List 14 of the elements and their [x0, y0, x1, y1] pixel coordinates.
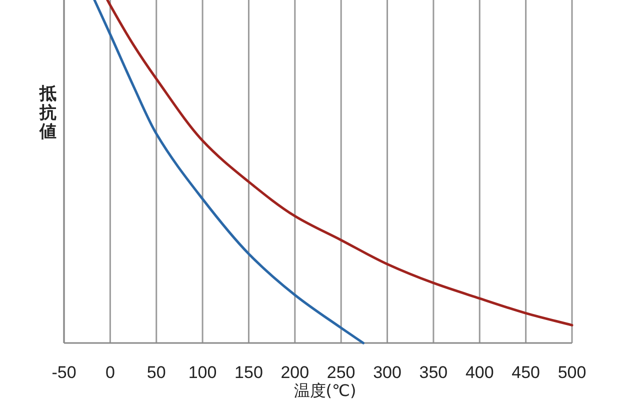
x-tick-label: 500 — [558, 363, 586, 382]
x-tick-label: 300 — [373, 363, 402, 382]
x-tick-label: 100 — [188, 363, 217, 382]
x-tick-label: 50 — [146, 363, 166, 382]
x-tick-label: -50 — [52, 363, 76, 382]
x-axis-title: 温度(℃) — [294, 381, 356, 400]
x-tick-label: 450 — [512, 363, 540, 382]
y-axis-title: 抵抗値 — [38, 84, 56, 142]
x-tick-label: 250 — [326, 363, 356, 382]
x-tick-label: 350 — [419, 363, 448, 382]
x-tick-label: 200 — [280, 363, 310, 382]
x-tick-label: 150 — [234, 363, 263, 382]
x-tick-label: 0 — [105, 363, 115, 382]
x-tick-label: 400 — [465, 363, 494, 382]
